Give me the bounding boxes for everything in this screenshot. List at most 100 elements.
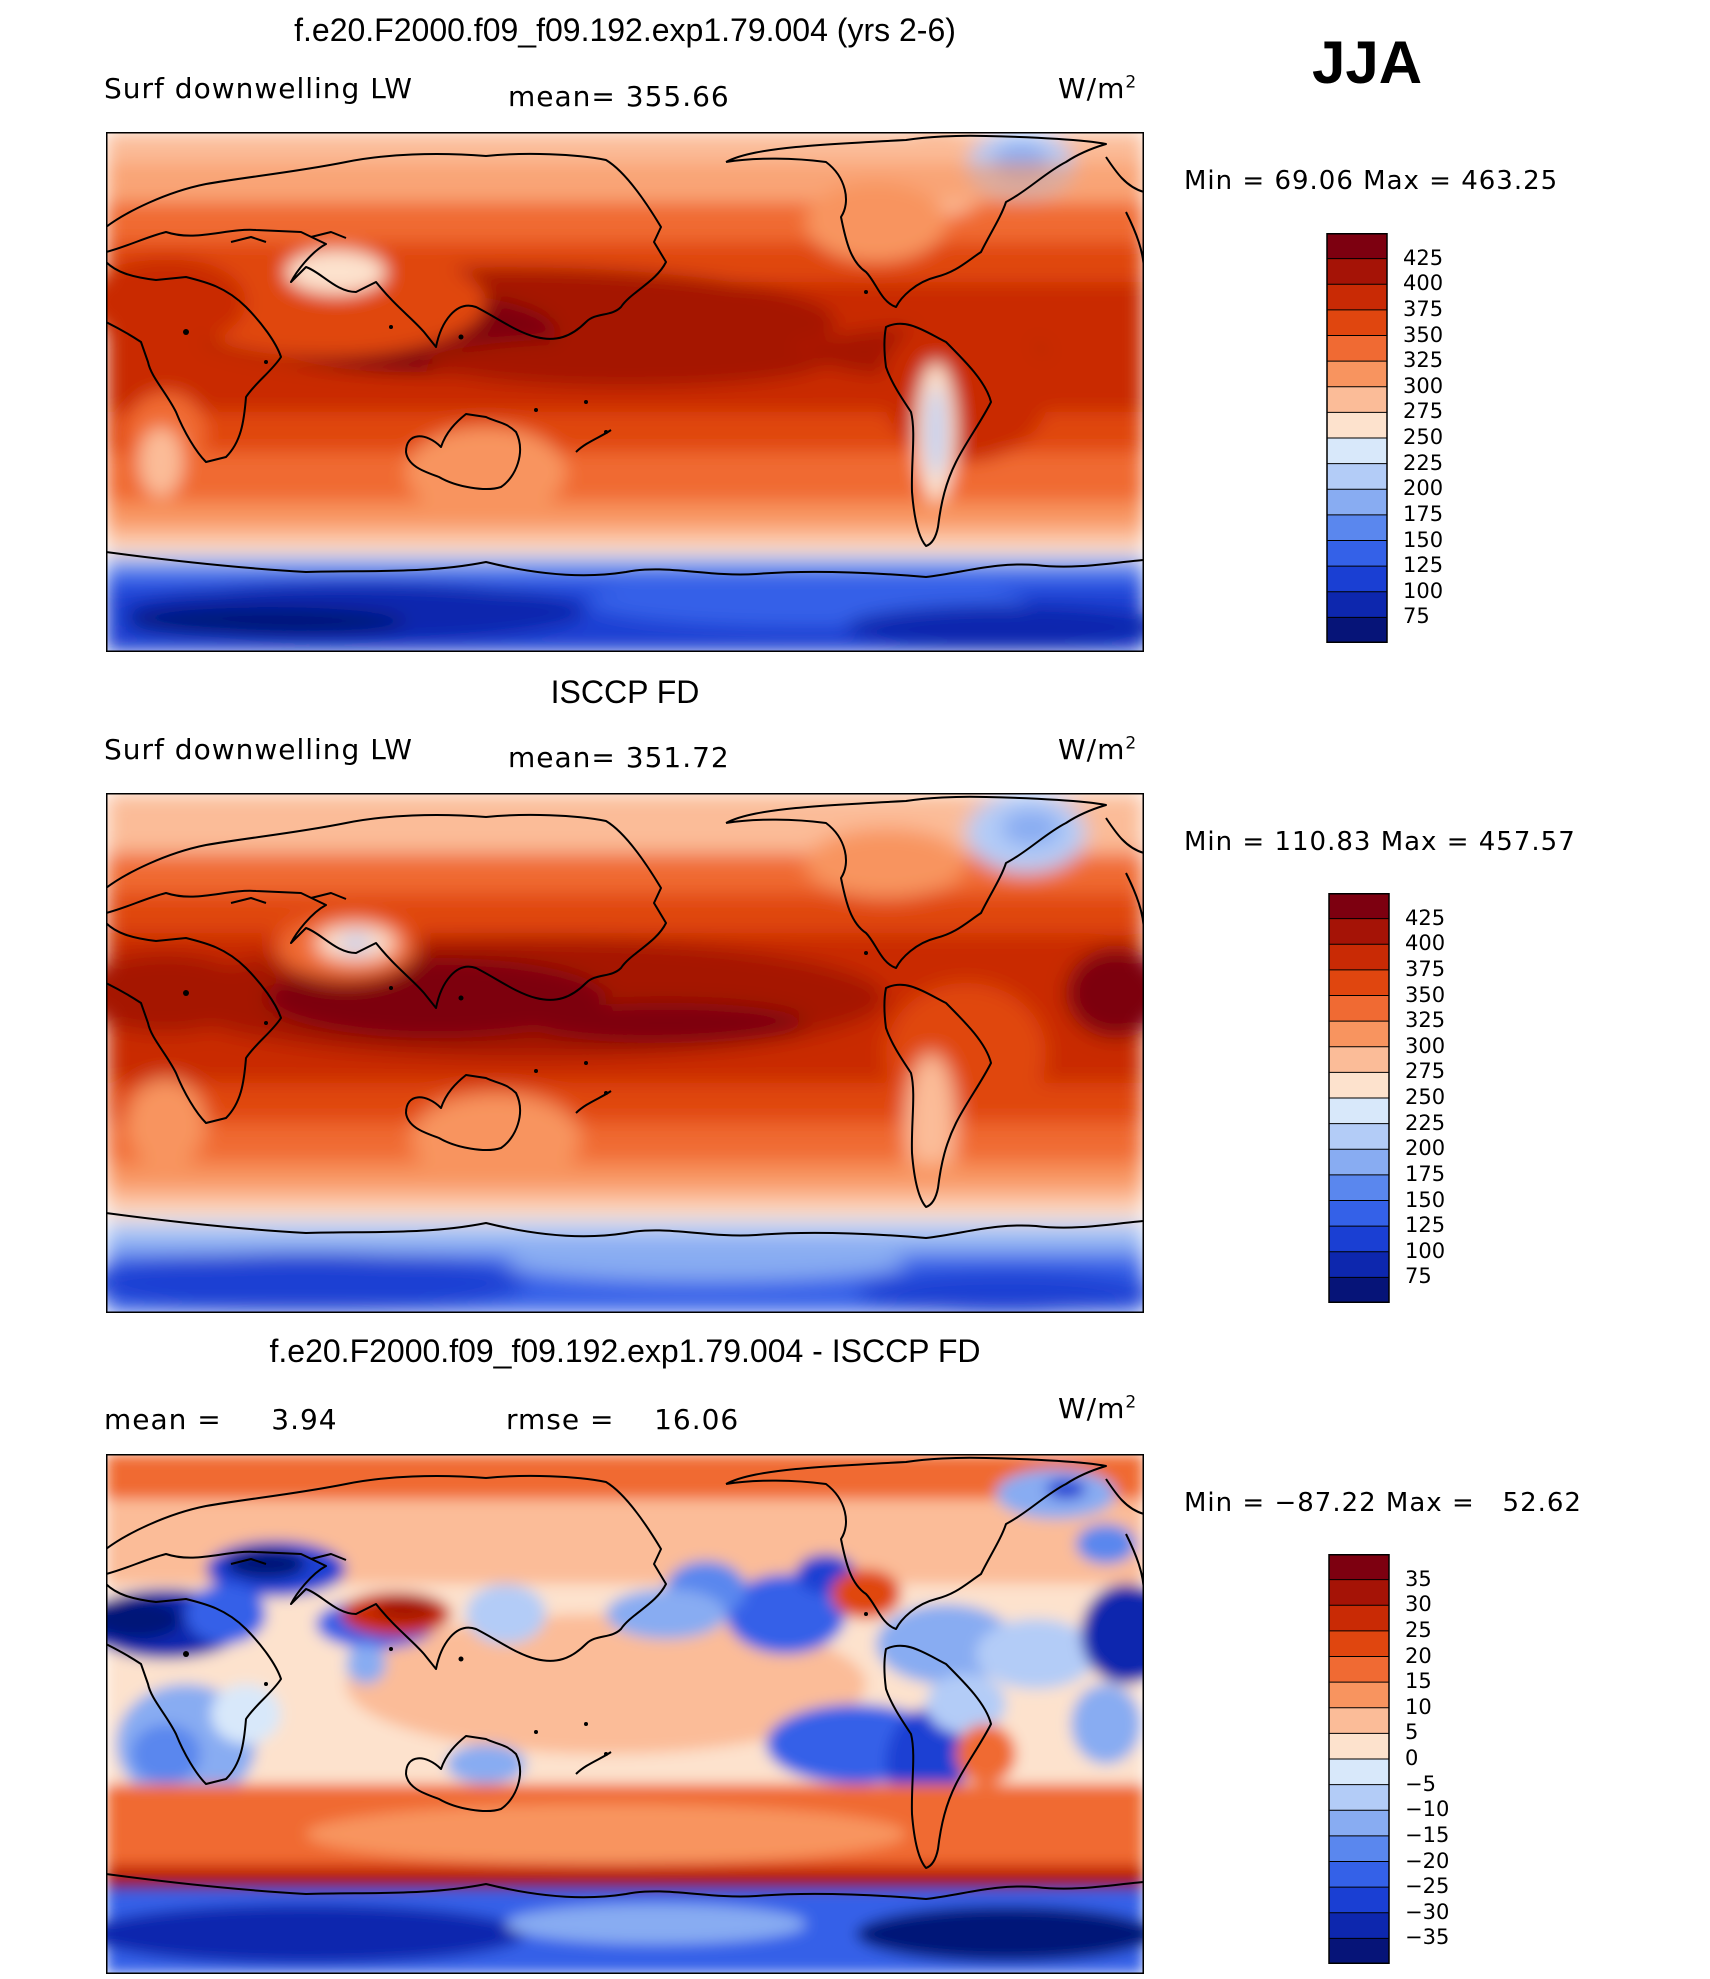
colorbar-swatch [1327, 233, 1387, 260]
colorbar-tick-label: 150 [1403, 527, 1444, 552]
colorbar-tick-label: 425 [1405, 905, 1446, 930]
season-label: JJA [1312, 29, 1423, 96]
colorbar-tick-label: 400 [1405, 931, 1446, 956]
colorbar-tick-label: 100 [1405, 1238, 1446, 1263]
colorbar-swatch [1327, 463, 1387, 490]
colorbar-tick-label: −5 [1405, 1771, 1436, 1796]
panel-2-units: W/m2 [1058, 733, 1138, 766]
colorbar-swatch [1329, 1174, 1389, 1202]
colorbar-tick-label: 350 [1405, 982, 1446, 1007]
panel-3-map [106, 1454, 1144, 1974]
panel-3-mean-label: mean = 3.94 [104, 1403, 338, 1436]
colorbar-tick-label: 30 [1405, 1592, 1432, 1617]
colorbar-swatch [1329, 995, 1389, 1022]
colorbar-swatch [1329, 1656, 1389, 1683]
colorbar-tick-label: 425 [1403, 245, 1444, 270]
colorbar-swatch [1329, 1021, 1389, 1048]
colorbar-tick-label: 350 [1403, 322, 1444, 347]
colorbar-swatch [1327, 335, 1387, 362]
colorbar-swatch [1327, 361, 1387, 388]
colorbar-swatch [1329, 918, 1389, 945]
panel-1-map [106, 132, 1144, 652]
colorbar-tick-label: 25 [1405, 1617, 1432, 1642]
colorbar-swatch [1329, 1098, 1389, 1125]
colorbar-tick-label: 375 [1405, 956, 1446, 981]
colorbar-swatch [1329, 969, 1389, 997]
colorbar-swatch [1329, 1226, 1389, 1253]
colorbar-tick-label: 100 [1403, 578, 1444, 603]
colorbar-tick-label: 125 [1403, 553, 1444, 578]
colorbar-tick-label: −10 [1405, 1797, 1450, 1822]
colorbar-swatch [1327, 566, 1387, 593]
colorbar-tick-label: −35 [1405, 1925, 1450, 1950]
colorbar-tick-label: 20 [1405, 1643, 1432, 1668]
colorbar-swatch [1329, 1579, 1389, 1606]
colorbar-swatch [1329, 944, 1389, 971]
colorbar-swatch [1329, 893, 1389, 920]
colorbar-swatch [1327, 489, 1387, 516]
colorbar-swatch [1329, 1630, 1389, 1658]
colorbar-swatch [1327, 617, 1387, 644]
panel-3-rmse-label: rmse = 16.06 [506, 1403, 740, 1436]
colorbar-swatch [1329, 1810, 1389, 1837]
colorbar-swatch [1327, 540, 1387, 567]
colorbar-swatch [1329, 1251, 1389, 1278]
colorbar-tick-label: −15 [1405, 1822, 1450, 1847]
colorbar-swatch [1329, 1733, 1389, 1760]
panel-3-colorbar [1328, 1554, 1390, 1965]
colorbar-tick-label: 325 [1403, 348, 1444, 373]
colorbar-swatch [1329, 1554, 1389, 1581]
colorbar-tick-label: 15 [1405, 1669, 1432, 1694]
colorbar-swatch [1329, 1835, 1389, 1863]
colorbar-swatch [1327, 412, 1387, 439]
colorbar-swatch [1327, 386, 1387, 413]
colorbar-tick-label: 375 [1403, 296, 1444, 321]
colorbar-frame [1328, 893, 1390, 1303]
panel-1-units: W/m2 [1058, 72, 1138, 105]
colorbar-tick-label: −20 [1405, 1848, 1450, 1873]
colorbar-swatch [1327, 438, 1387, 465]
colorbar-tick-label: 325 [1405, 1008, 1446, 1033]
colorbar-frame [1326, 233, 1388, 643]
colorbar-tick-label: 225 [1405, 1110, 1446, 1135]
colorbar-swatch [1329, 1887, 1389, 1914]
colorbar-tick-label: 300 [1403, 373, 1444, 398]
colorbar-swatch [1329, 1682, 1389, 1709]
panel-2-colorbar [1328, 893, 1390, 1304]
panel-3-title: f.e20.F2000.f09_f09.192.exp1.79.004 - IS… [269, 1333, 981, 1369]
colorbar-swatch [1329, 1938, 1389, 1965]
colorbar-tick-label: 150 [1405, 1187, 1446, 1212]
colorbar-swatch [1327, 309, 1387, 337]
colorbar-tick-label: 125 [1405, 1213, 1446, 1238]
colorbar-swatch [1329, 1123, 1389, 1150]
colorbar-swatch [1329, 1784, 1389, 1811]
colorbar-frame [1328, 1554, 1390, 1964]
colorbar-tick-label: 175 [1405, 1161, 1446, 1186]
colorbar-tick-label: 225 [1403, 450, 1444, 475]
colorbar-tick-label: 300 [1405, 1033, 1446, 1058]
colorbar-swatch [1327, 514, 1387, 542]
panel-3-units: W/m2 [1058, 1392, 1138, 1425]
colorbar-swatch [1327, 284, 1387, 311]
colorbar-tick-label: 175 [1403, 501, 1444, 526]
colorbar-swatch [1329, 1277, 1389, 1304]
colorbar-swatch [1329, 1912, 1389, 1939]
colorbar-tick-label: −25 [1405, 1874, 1450, 1899]
panel-2-min-max: Min = 110.83 Max = 457.57 [1184, 827, 1576, 857]
colorbar-tick-label: 10 [1405, 1694, 1432, 1719]
colorbar-swatch [1329, 1605, 1389, 1632]
colorbar-tick-label: 250 [1405, 1085, 1446, 1109]
colorbar-tick-label: 250 [1403, 425, 1444, 449]
colorbar-swatch [1329, 1200, 1389, 1227]
colorbar-tick-label: 75 [1403, 604, 1430, 629]
panel-1-colorbar [1326, 233, 1388, 644]
panel-1-min-max: Min = 69.06 Max = 463.25 [1184, 166, 1559, 196]
colorbar-tick-label: 200 [1403, 476, 1444, 501]
colorbar-tick-label: 275 [1403, 399, 1444, 424]
panel-1-mean-label: mean= 355.66 [508, 80, 730, 113]
panel-2-title: ISCCP FD [550, 674, 700, 710]
panel-2-map [106, 793, 1144, 1313]
panel-1-variable-label: Surf downwelling LW [104, 72, 413, 105]
panel-3-min-max: Min = −87.22 Max = 52.62 [1184, 1488, 1582, 1518]
panel-1-title: f.e20.F2000.f09_f09.192.exp1.79.004 (yrs… [294, 12, 956, 48]
